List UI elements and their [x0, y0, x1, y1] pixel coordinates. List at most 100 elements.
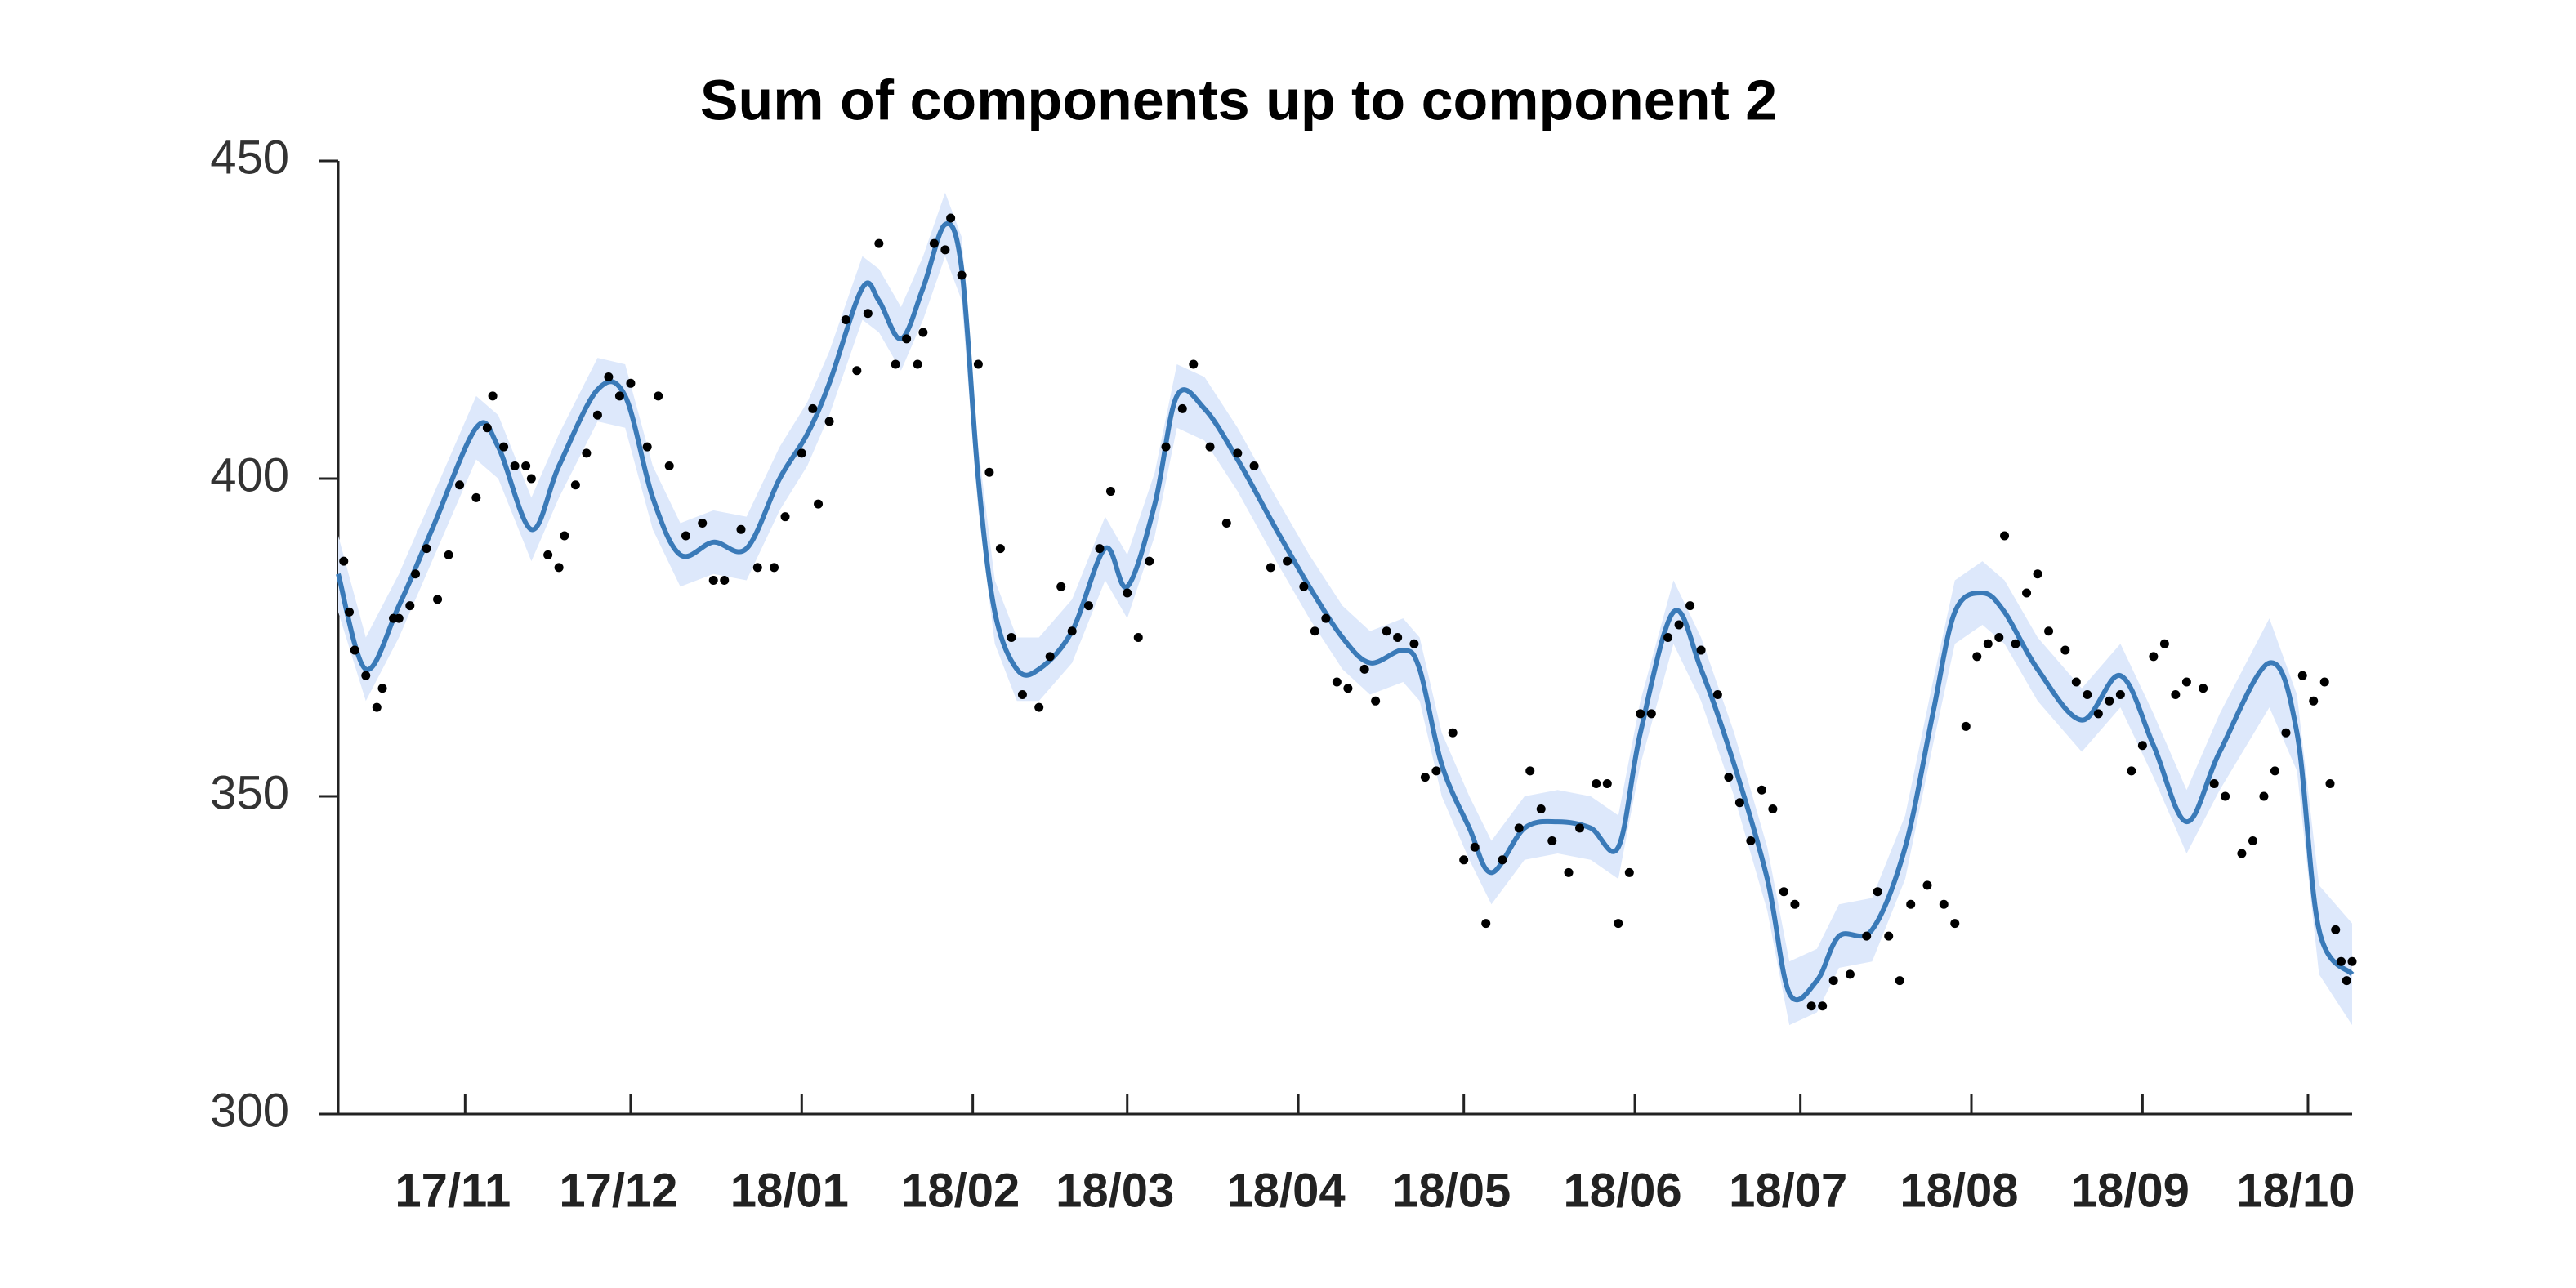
data-point	[1448, 728, 1458, 738]
data-point	[752, 563, 762, 573]
data-point	[1895, 976, 1904, 986]
data-point	[543, 550, 553, 559]
data-point	[1514, 823, 1524, 833]
data-point	[1145, 556, 1154, 566]
data-point	[913, 359, 922, 369]
data-point	[1873, 887, 1882, 897]
data-point	[526, 474, 536, 484]
data-point	[2083, 690, 2092, 700]
x-tick-label: 17/12	[559, 1164, 677, 1217]
data-point	[1972, 652, 1982, 662]
data-point	[1564, 867, 1574, 877]
data-point	[1602, 778, 1612, 788]
data-point	[1481, 919, 1491, 929]
data-point	[394, 613, 404, 623]
data-point	[2159, 639, 2169, 648]
data-point	[1757, 785, 1766, 795]
data-point	[852, 366, 862, 376]
data-point	[770, 563, 779, 573]
data-point	[1734, 798, 1744, 808]
data-point	[411, 569, 421, 579]
data-point	[1221, 518, 1231, 528]
data-point	[471, 492, 481, 502]
data-point	[1646, 709, 1656, 719]
data-point	[698, 518, 708, 528]
data-point	[946, 213, 956, 223]
data-point	[1034, 702, 1044, 712]
data-point	[1470, 842, 1480, 852]
data-point	[1906, 899, 1916, 909]
x-tick-label: 18/07	[1729, 1164, 1847, 1217]
data-point	[874, 238, 884, 248]
data-point	[918, 328, 928, 337]
data-point	[824, 417, 834, 426]
data-point	[2331, 925, 2341, 934]
data-point	[361, 671, 371, 680]
data-point	[1299, 582, 1309, 591]
data-point	[1083, 601, 1093, 611]
data-point	[1105, 487, 1115, 497]
x-tick-label: 18/05	[1392, 1164, 1511, 1217]
data-point	[1536, 804, 1546, 814]
data-point	[2259, 791, 2269, 801]
data-point	[2171, 690, 2181, 700]
data-point	[1007, 633, 1016, 642]
data-point	[339, 556, 349, 566]
confidence-band	[338, 192, 2352, 1026]
data-point	[2105, 696, 2114, 706]
data-point	[940, 245, 950, 255]
data-point	[582, 448, 592, 458]
data-point	[902, 334, 912, 344]
data-point	[1283, 556, 1292, 566]
data-point	[1161, 442, 1171, 452]
x-tick-label: 18/04	[1227, 1164, 1346, 1217]
data-point	[708, 575, 718, 585]
data-point	[455, 480, 465, 490]
data-point	[2325, 778, 2335, 788]
data-point	[377, 684, 387, 693]
data-point	[1994, 633, 2004, 642]
data-point	[2336, 956, 2346, 966]
data-point	[1498, 855, 1507, 865]
data-point	[797, 448, 806, 458]
data-point	[1696, 645, 1706, 655]
data-point	[2093, 709, 2103, 719]
data-point	[808, 403, 818, 413]
data-point	[995, 544, 1005, 554]
data-point	[1674, 620, 1684, 630]
data-point	[1828, 976, 1838, 986]
data-point	[1431, 766, 1441, 776]
data-point	[521, 461, 531, 470]
data-point	[482, 423, 492, 433]
data-point	[1045, 652, 1055, 662]
fit-line	[336, 221, 2355, 1002]
data-point	[592, 410, 602, 420]
data-point	[1950, 919, 1960, 929]
data-point	[1592, 778, 1601, 788]
data-point	[2022, 588, 2032, 598]
data-point	[1249, 461, 1259, 470]
data-point	[1266, 563, 1275, 573]
data-point	[1983, 639, 1993, 648]
data-point	[1922, 880, 1932, 890]
data-point	[1547, 836, 1557, 845]
data-point	[1575, 823, 1585, 833]
x-tick-label: 18/09	[2071, 1164, 2190, 1217]
data-point	[1459, 855, 1469, 865]
data-point	[863, 309, 873, 319]
data-point	[957, 270, 967, 280]
data-point	[2237, 849, 2247, 858]
data-point	[1017, 690, 1027, 700]
data-point	[2149, 652, 2159, 662]
y-tick-label: 300	[210, 1084, 289, 1137]
data-point	[1393, 633, 1403, 642]
x-tick-label: 18/02	[901, 1164, 1020, 1217]
data-point	[372, 702, 382, 712]
x-tick-label: 18/03	[1056, 1164, 1174, 1217]
data-point	[1321, 613, 1331, 623]
data-point	[1779, 887, 1788, 897]
data-point	[1636, 709, 1645, 719]
data-point	[570, 480, 580, 490]
data-point	[444, 550, 453, 559]
